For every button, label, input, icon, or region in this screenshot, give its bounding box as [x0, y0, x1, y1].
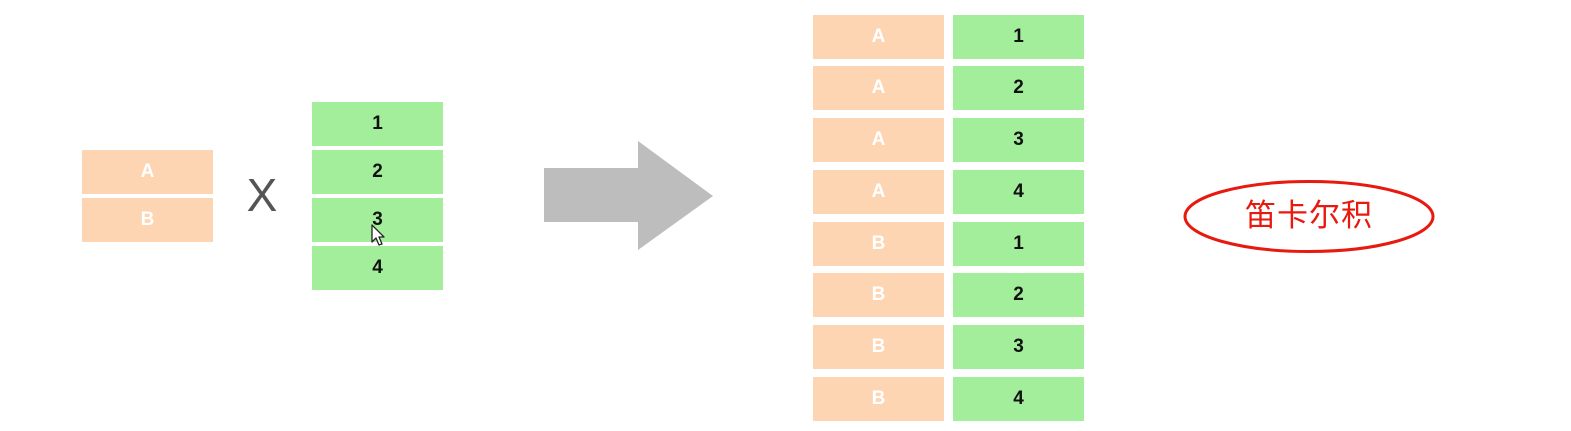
result-cell-right: 3 — [953, 325, 1084, 369]
result-cell-right: 2 — [953, 66, 1084, 110]
cartesian-product-label: 笛卡尔积 — [1245, 198, 1373, 234]
right-table-cell: 4 — [312, 246, 443, 290]
result-cell-right: 1 — [953, 15, 1084, 59]
left-table-cell: B — [82, 198, 213, 242]
result-cell-left: A — [813, 118, 944, 162]
result-cell-left: A — [813, 66, 944, 110]
result-cell-left: A — [813, 15, 944, 59]
mouse-cursor-icon — [371, 224, 385, 246]
result-cell-right: 3 — [953, 118, 1084, 162]
result-cell-left: B — [813, 273, 944, 317]
result-cell-left: B — [813, 377, 944, 421]
result-cell-right: 2 — [953, 273, 1084, 317]
times-operator: X — [246, 169, 278, 221]
result-cell-left: B — [813, 222, 944, 266]
highlight-ellipse — [1183, 180, 1435, 253]
right-arrow-icon — [544, 141, 713, 250]
result-cell-right: 4 — [953, 170, 1084, 214]
left-table-cell: A — [82, 150, 213, 194]
result-cell-left: B — [813, 325, 944, 369]
right-table-cell: 1 — [312, 102, 443, 146]
result-cell-right: 4 — [953, 377, 1084, 421]
result-cell-right: 1 — [953, 222, 1084, 266]
right-table-cell: 2 — [312, 150, 443, 194]
result-cell-left: A — [813, 170, 944, 214]
